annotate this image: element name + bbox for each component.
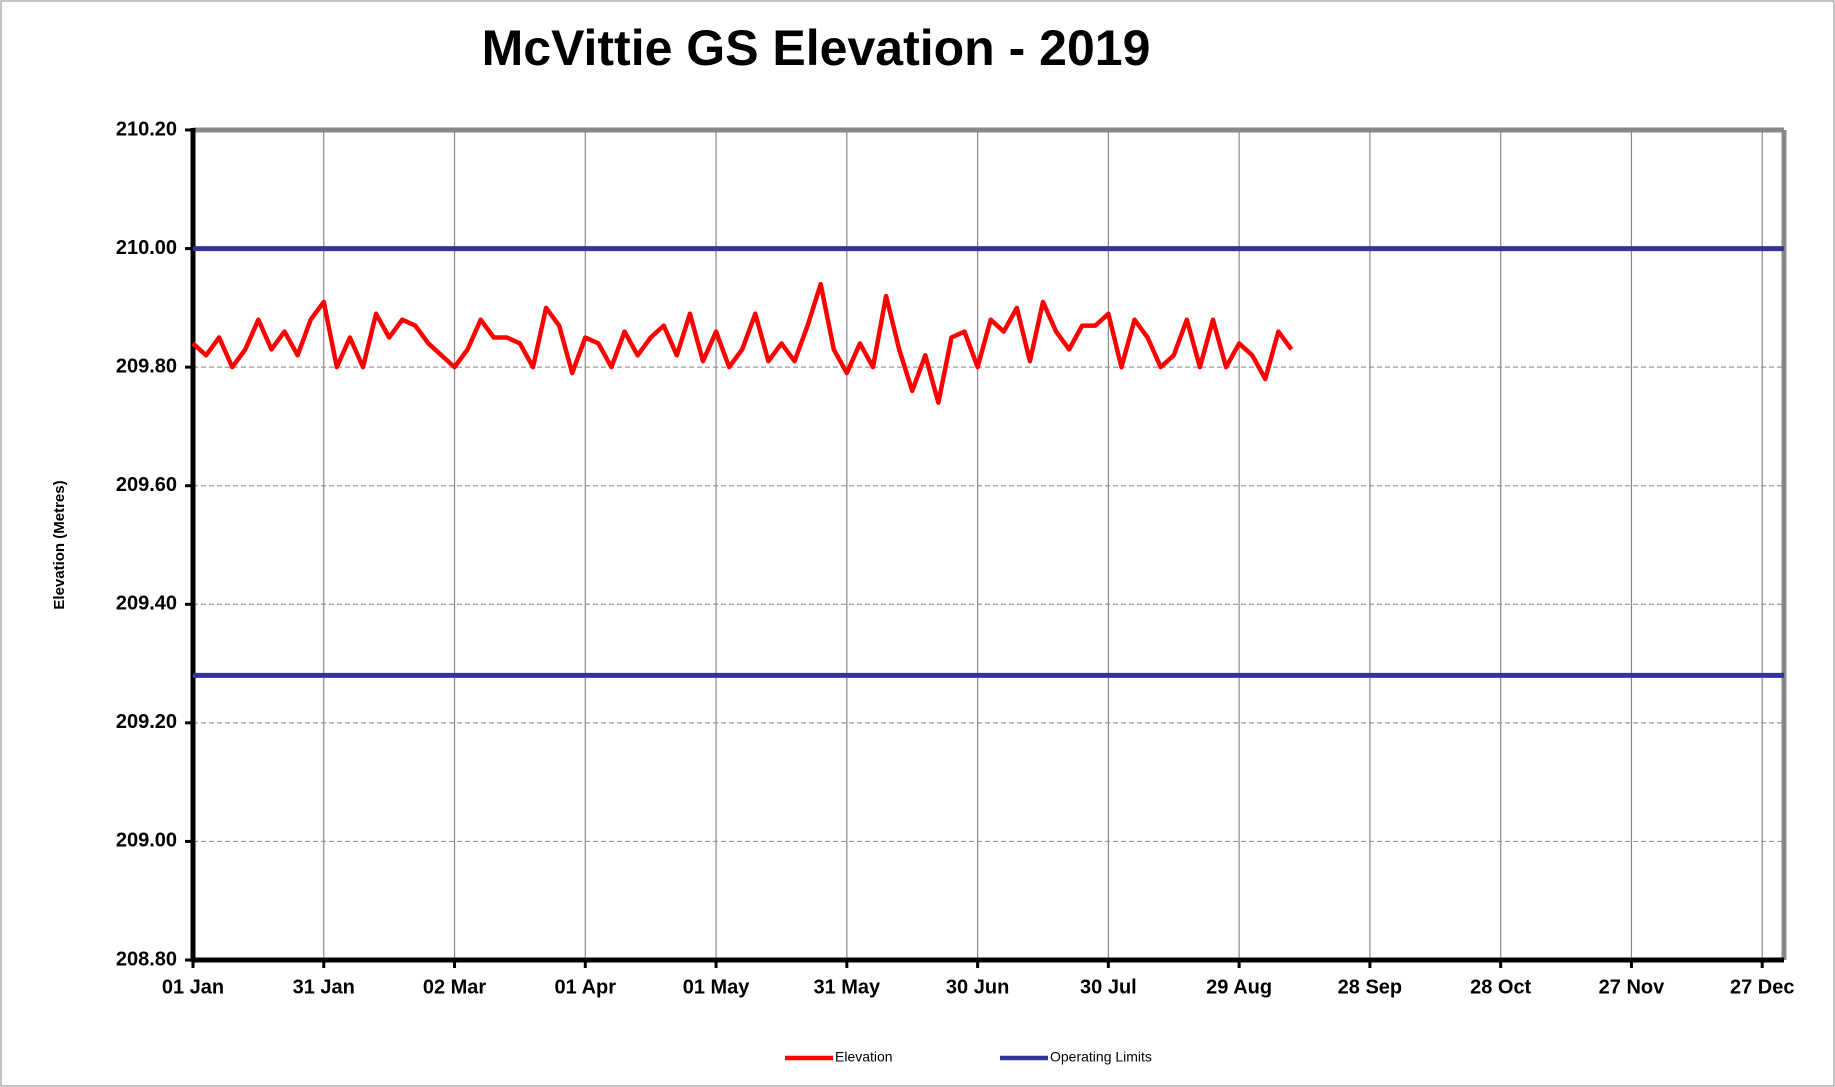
y-tick-label: 208.80 [116,948,177,970]
y-tick-label: 210.00 [116,237,177,259]
x-tick-label: 01 Apr [555,976,617,998]
y-tick-label: 209.60 [116,474,177,496]
x-tick-label: 30 Jun [946,976,1009,998]
y-axis-label: Elevation (Metres) [51,480,68,609]
x-tick-label: 30 Jul [1080,976,1137,998]
y-tick-label: 210.20 [116,118,177,140]
x-tick-label: 01 May [683,976,751,998]
x-tick-label: 31 Jan [293,976,355,998]
x-tick-label: 28 Sep [1338,976,1402,998]
y-tick-label: 209.40 [116,593,177,615]
legend-label: Elevation [835,1049,893,1065]
x-tick-label: 29 Aug [1206,976,1272,998]
legend-label: Operating Limits [1050,1049,1152,1065]
x-tick-label: 02 Mar [423,976,487,998]
y-tick-label: 209.20 [116,711,177,733]
x-tick-label: 28 Oct [1470,976,1531,998]
chart-title: McVittie GS Elevation - 2019 [482,20,1151,76]
data-line [191,281,1294,405]
x-tick-label: 01 Jan [162,976,224,998]
x-tick-label: 27 Nov [1599,976,1665,998]
x-tick-label: 31 May [813,976,881,998]
x-tick-label: 27 Dec [1730,976,1795,998]
y-tick-label: 209.80 [116,355,177,377]
y-tick-label: 209.00 [116,830,177,852]
